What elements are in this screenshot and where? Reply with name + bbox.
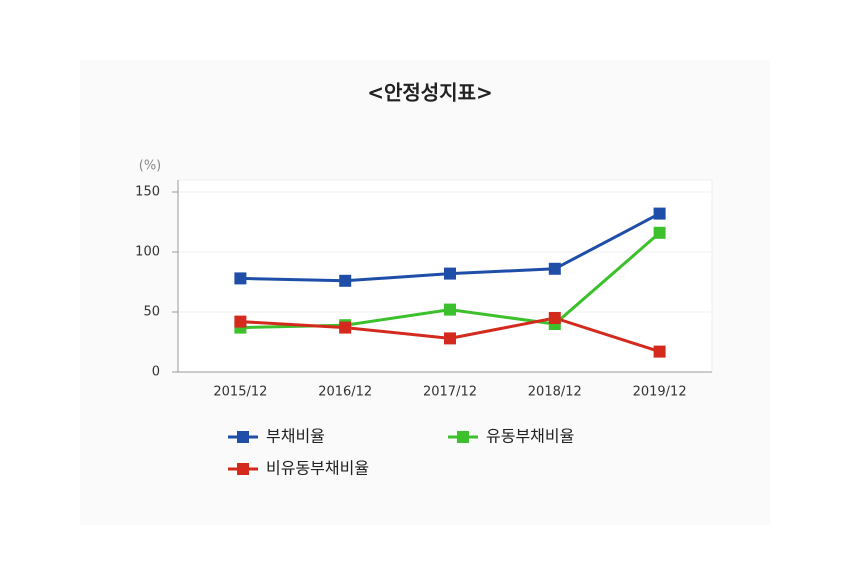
x-tick-label: 2016/12 (318, 385, 372, 400)
y-tick-label: 50 (143, 305, 160, 320)
legend-label: 부채비율 (266, 427, 325, 446)
y-tick-label: 100 (135, 245, 160, 260)
legend-label: 비유동부채비율 (266, 459, 369, 478)
x-tick-label: 2017/12 (423, 385, 477, 400)
y-tick-label: 150 (135, 185, 160, 200)
legend-marker (457, 431, 469, 443)
x-tick-label: 2019/12 (633, 385, 687, 400)
x-tick-label: 2015/12 (213, 385, 267, 400)
point (548, 262, 561, 275)
y-tick-label: 0 (152, 365, 160, 380)
chart-title: <안정성지표> (367, 81, 493, 105)
legend-marker (237, 431, 249, 443)
legend-label: 유동부채비율 (486, 427, 574, 446)
point (444, 303, 456, 316)
point (339, 321, 352, 334)
point (444, 332, 456, 345)
legend-marker (237, 463, 249, 475)
point (653, 207, 666, 220)
point (444, 267, 456, 280)
point (653, 226, 666, 239)
point (548, 312, 561, 324)
point (234, 272, 247, 285)
point (339, 274, 352, 287)
point (234, 315, 247, 328)
x-tick-label: 2018/12 (528, 385, 582, 400)
point (653, 345, 666, 358)
y-axis-unit: (%) (139, 159, 162, 174)
